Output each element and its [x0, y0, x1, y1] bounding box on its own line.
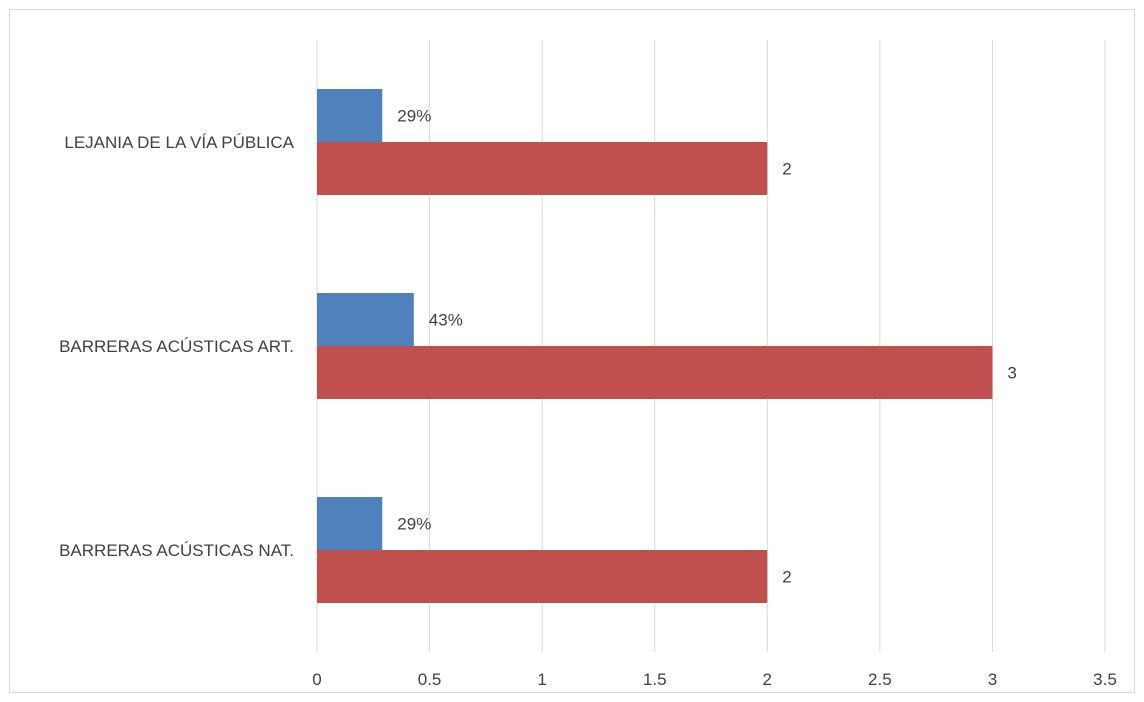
- data-label-series0-cat0: 29%: [397, 107, 431, 126]
- category-label-2: BARRERAS ACÚSTICAS NAT.: [59, 541, 294, 560]
- x-tick-label-4: 2: [763, 670, 772, 689]
- x-tick-label-7: 3.5: [1093, 670, 1117, 689]
- bar-series0-cat2: [317, 497, 383, 550]
- x-tick-label-2: 1: [537, 670, 546, 689]
- bar-series1-cat2: [317, 550, 768, 603]
- labels: 0 0.5 1 1.5 2 2.5 3 3.5 LEJANIA DE LA VÍA PÚBLIC…: [59, 107, 1117, 690]
- bar-series0-cat1: [317, 293, 414, 346]
- x-tick-label-3: 1.5: [643, 670, 667, 689]
- data-label-series0-cat1: 43%: [429, 311, 463, 330]
- data-label-series0-cat2: 29%: [397, 515, 431, 534]
- bar-series1-cat0: [317, 142, 768, 195]
- x-tick-label-1: 0.5: [418, 670, 442, 689]
- data-label-series1-cat1: 3: [1007, 364, 1016, 383]
- bar-series1-cat1: [317, 346, 993, 399]
- x-tick-label-0: 0: [312, 670, 321, 689]
- x-tick-label-5: 2.5: [868, 670, 892, 689]
- bars: [317, 89, 993, 603]
- data-label-series1-cat0: 2: [782, 160, 791, 179]
- x-tick-label-6: 3: [988, 670, 997, 689]
- bar-series0-cat0: [317, 89, 383, 142]
- data-label-series1-cat2: 2: [782, 568, 791, 587]
- category-label-0: LEJANIA DE LA VÍA PÚBLICA: [64, 133, 294, 152]
- category-label-1: BARRERAS ACÚSTICAS ART.: [59, 337, 294, 356]
